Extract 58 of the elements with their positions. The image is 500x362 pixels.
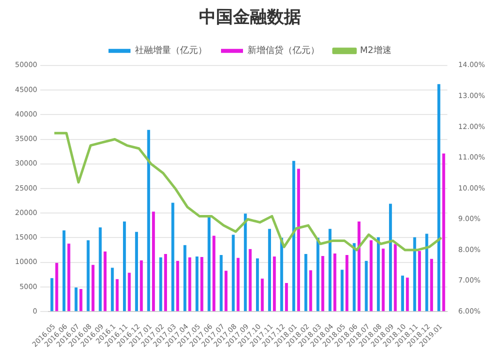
- legend-label: 新增信贷（亿元）: [248, 45, 320, 56]
- bar: [256, 258, 259, 312]
- bar: [123, 221, 126, 312]
- bar: [260, 278, 264, 312]
- bar: [394, 244, 397, 312]
- bar: [196, 256, 198, 312]
- bar: [316, 238, 320, 312]
- bar: [135, 232, 138, 312]
- bar: [304, 254, 308, 312]
- bar: [147, 130, 150, 312]
- bar: [352, 243, 356, 312]
- bar: [333, 253, 336, 312]
- chart-title: 中国金融数据: [199, 8, 301, 28]
- bar: [437, 84, 440, 312]
- bar: [200, 256, 204, 312]
- bar: [442, 154, 446, 312]
- bar: [430, 258, 434, 312]
- bar: [345, 254, 348, 312]
- bar: [86, 240, 90, 312]
- bar: [236, 258, 240, 312]
- bar: [164, 254, 168, 312]
- legend-label: 社融增量（亿元）: [135, 45, 208, 56]
- bar: [183, 245, 186, 312]
- bar: [116, 279, 119, 312]
- bar: [74, 287, 78, 312]
- bar: [62, 230, 66, 312]
- bar: [358, 221, 360, 312]
- bar: [152, 212, 155, 312]
- bar: [297, 168, 300, 312]
- bar: [220, 254, 223, 312]
- legend-label: M2增速: [360, 45, 392, 56]
- bar: [79, 288, 82, 312]
- bar: [309, 270, 312, 312]
- bar: [389, 204, 392, 312]
- bar: [401, 276, 404, 312]
- bar: [370, 240, 373, 312]
- bar: [280, 238, 284, 312]
- bar: [176, 260, 180, 312]
- bar: [272, 256, 276, 312]
- bar: [212, 236, 216, 312]
- bar: [244, 214, 247, 312]
- bar: [418, 251, 421, 312]
- bar: [110, 268, 114, 312]
- bar: [285, 283, 288, 312]
- bar: [224, 270, 228, 312]
- bar: [50, 278, 54, 312]
- bar: [208, 218, 211, 312]
- bar: [140, 260, 143, 312]
- bar: [340, 270, 344, 312]
- bar: [413, 237, 416, 312]
- bar: [104, 252, 107, 312]
- bar: [92, 264, 94, 312]
- bar: [67, 244, 70, 312]
- bar: [406, 278, 409, 312]
- bar: [268, 228, 272, 312]
- bar: [328, 228, 332, 312]
- bar: [171, 202, 174, 312]
- bar: [376, 237, 380, 312]
